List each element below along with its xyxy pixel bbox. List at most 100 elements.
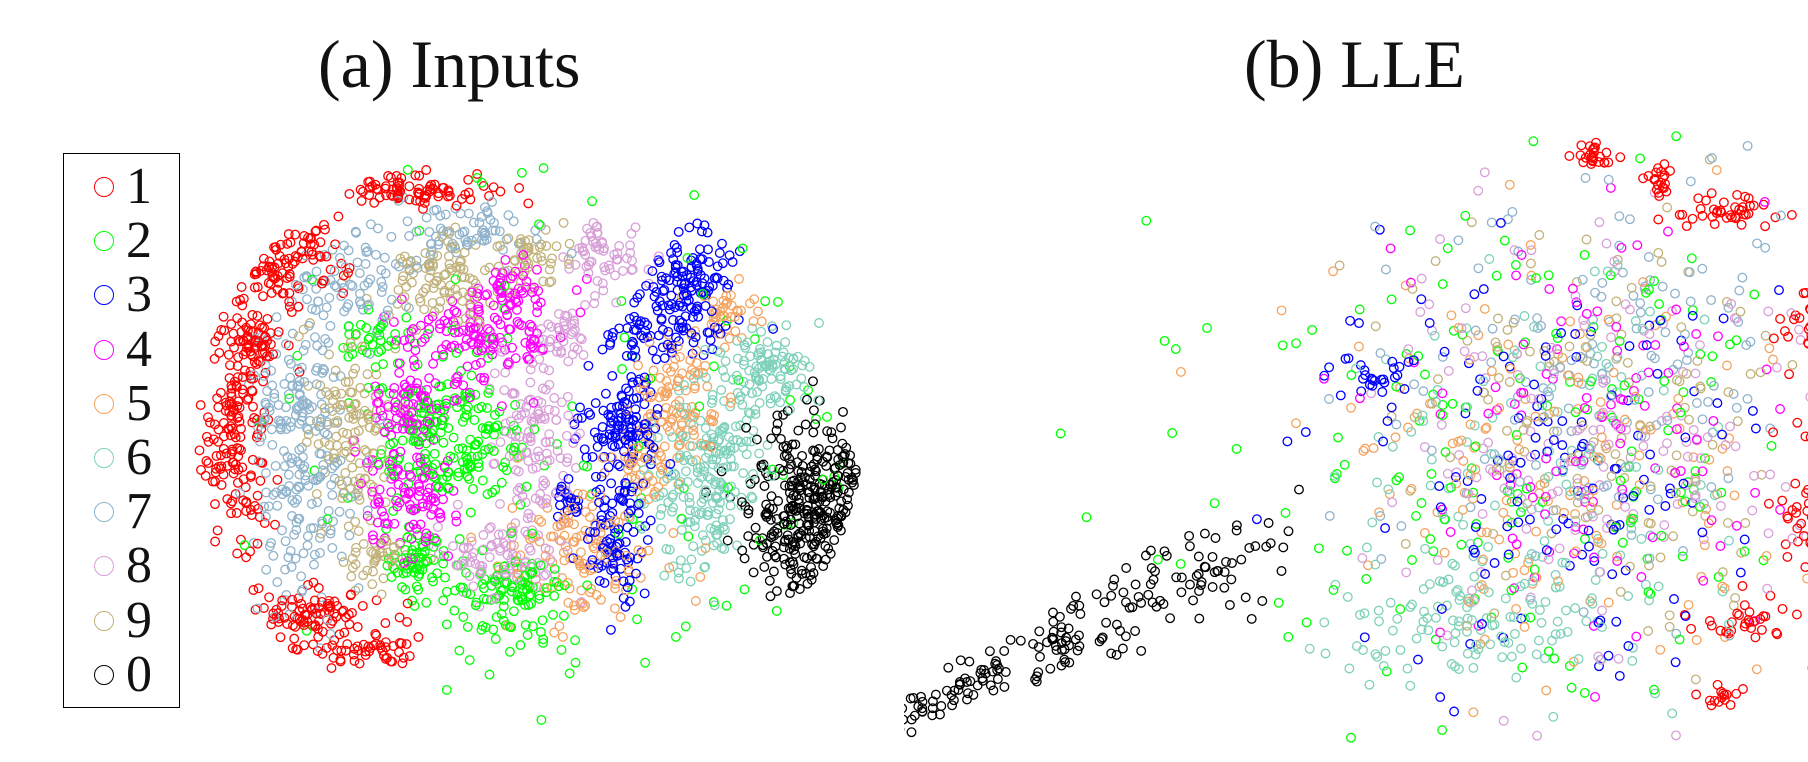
- point-digit-9: [330, 365, 341, 376]
- point-digit-8: [1763, 528, 1774, 539]
- point-digit-6: [730, 421, 741, 432]
- point-digit-0: [818, 561, 829, 572]
- point-digit-6: [1533, 635, 1544, 646]
- point-digit-1: [327, 615, 338, 626]
- point-digit-4: [532, 307, 542, 318]
- point-digit-2: [521, 584, 532, 595]
- point-digit-6: [711, 520, 722, 531]
- point-digit-0: [1071, 591, 1081, 602]
- point-digit-4: [518, 270, 528, 281]
- point-digit-7: [501, 234, 512, 245]
- point-digit-3: [706, 306, 717, 317]
- point-digit-1: [1792, 536, 1803, 547]
- point-digit-7: [1479, 454, 1490, 465]
- point-digit-6: [766, 373, 777, 384]
- point-digit-2: [471, 347, 482, 358]
- point-digit-4: [441, 326, 452, 337]
- point-digit-1: [246, 385, 257, 396]
- point-digit-8: [1730, 441, 1741, 452]
- point-digit-6: [1462, 602, 1472, 613]
- point-digit-7: [283, 389, 294, 400]
- point-digit-0: [808, 405, 819, 416]
- point-digit-2: [476, 624, 487, 635]
- point-digit-2: [1517, 662, 1528, 673]
- point-digit-4: [452, 377, 463, 388]
- point-digit-1: [317, 648, 328, 659]
- point-digit-1: [321, 251, 332, 262]
- point-digit-7: [271, 487, 282, 498]
- point-digit-6: [656, 523, 667, 534]
- point-digit-2: [496, 585, 506, 596]
- point-digit-6: [756, 326, 767, 337]
- point-digit-3: [734, 246, 745, 257]
- point-digit-1: [1695, 203, 1706, 214]
- point-digit-9: [365, 479, 376, 490]
- point-digit-3: [699, 273, 710, 284]
- point-digit-2: [559, 580, 570, 591]
- point-digit-0: [762, 551, 772, 562]
- point-digit-4: [458, 325, 469, 336]
- point-digit-1: [364, 190, 375, 200]
- point-digit-2: [1677, 551, 1688, 562]
- point-digit-6: [1496, 631, 1507, 642]
- point-digit-6: [1411, 633, 1422, 644]
- point-digit-1: [203, 458, 214, 469]
- point-digit-1: [226, 319, 237, 330]
- point-digit-2: [1511, 430, 1522, 440]
- point-digit-6: [689, 515, 700, 526]
- point-digit-8: [484, 383, 495, 394]
- point-digit-1: [1801, 488, 1808, 499]
- point-digit-8: [575, 333, 586, 344]
- point-digit-7: [421, 212, 432, 223]
- point-digit-3: [596, 471, 607, 482]
- point-digit-6: [646, 417, 656, 428]
- point-digit-1: [200, 470, 211, 481]
- point-digit-5: [620, 510, 631, 521]
- point-digit-4: [372, 517, 383, 528]
- point-digit-2: [486, 580, 497, 591]
- point-digit-7: [1590, 287, 1601, 298]
- point-digit-2: [1456, 539, 1467, 550]
- point-digit-9: [458, 287, 469, 298]
- point-digit-6: [1581, 616, 1592, 627]
- point-digit-5: [695, 571, 706, 582]
- point-digit-4: [531, 264, 542, 275]
- point-digit-3: [673, 226, 684, 237]
- point-digit-4: [1691, 329, 1702, 339]
- point-digit-5: [734, 274, 744, 284]
- point-digit-8: [1765, 469, 1776, 480]
- point-digit-1: [273, 326, 284, 337]
- point-digit-6: [675, 450, 686, 461]
- point-digit-4: [412, 452, 422, 463]
- point-digit-0: [786, 459, 796, 470]
- point-digit-2: [1361, 573, 1372, 584]
- point-digit-5: [562, 577, 573, 588]
- point-digit-8: [591, 221, 602, 232]
- point-digit-3: [702, 227, 713, 238]
- point-digit-0: [1048, 626, 1059, 637]
- point-digit-2: [477, 423, 488, 434]
- point-digit-5: [572, 488, 583, 499]
- point-digit-3: [639, 372, 650, 383]
- point-digit-4: [518, 249, 529, 260]
- point-digit-2: [570, 635, 581, 646]
- point-digit-7: [362, 505, 373, 516]
- legend-item-0: 0: [94, 648, 152, 702]
- point-digit-2: [537, 615, 548, 626]
- point-digit-6: [780, 337, 791, 348]
- legend-marker-icon: [94, 664, 114, 685]
- point-digit-6: [673, 567, 684, 578]
- point-digit-0: [809, 509, 820, 520]
- point-digit-3: [645, 515, 656, 526]
- point-digit-5: [1722, 360, 1732, 371]
- point-digit-1: [1771, 627, 1782, 638]
- point-digit-8: [1662, 438, 1672, 449]
- point-digit-4: [382, 418, 393, 429]
- point-digit-6: [676, 524, 687, 535]
- point-digit-8: [525, 545, 536, 556]
- point-digit-9: [429, 306, 440, 317]
- point-digit-4: [386, 487, 397, 498]
- point-digit-7: [290, 553, 301, 564]
- point-digit-2: [526, 569, 537, 579]
- point-digit-4: [367, 530, 378, 541]
